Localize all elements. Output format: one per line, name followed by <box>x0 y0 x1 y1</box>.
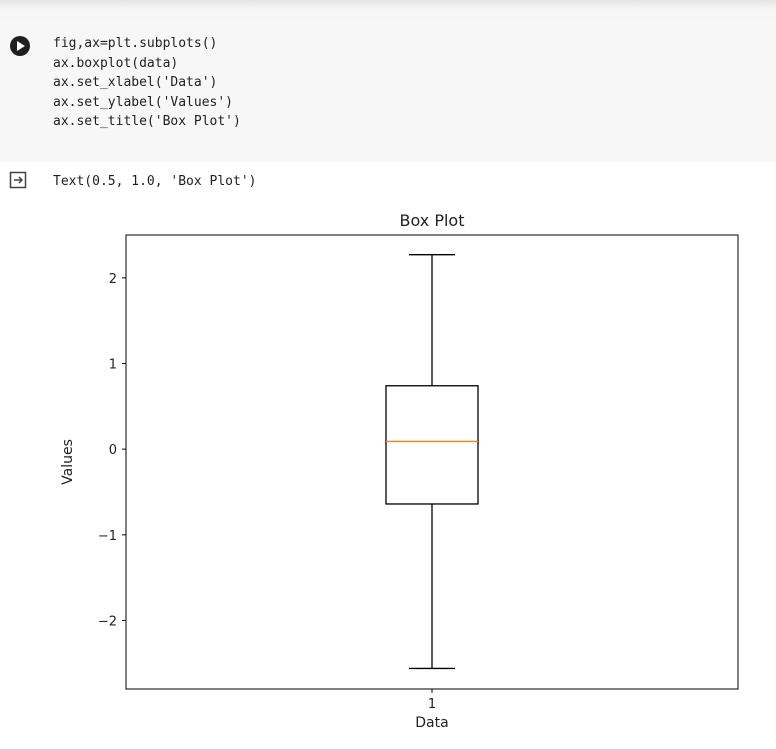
code-line: ax.set_xlabel('Data') <box>53 75 218 90</box>
boxes <box>385 254 479 670</box>
y-axis-label: Values <box>60 439 76 485</box>
code-line: fig,ax=plt.subplots() <box>53 36 218 51</box>
code-line: ax.set_ylabel('Values') <box>53 94 234 110</box>
y-tick-label: 1 <box>109 357 117 372</box>
x-tick-label: 1 <box>428 697 436 712</box>
y-axis: −2 −1 0 1 2 <box>98 272 126 629</box>
cell-top-shadow <box>0 0 776 22</box>
box-plot-chart: Box Plot −2 −1 0 1 2 1 Data Values <box>60 211 739 731</box>
cell-output: Text(0.5, 1.0, 'Box Plot') Box Plot −2 −1… <box>0 162 776 749</box>
output-redirect-icon[interactable] <box>9 171 27 189</box>
play-icon <box>17 41 25 51</box>
chart-title: Box Plot <box>400 211 465 230</box>
code-line: ax.boxplot(data) <box>53 55 179 71</box>
box-iqr <box>385 385 479 505</box>
code-cell[interactable]: fig,ax=plt.subplots() ax.boxplot(data) ax.… <box>0 22 776 162</box>
output-text: Text(0.5, 1.0, 'Box Plot') <box>53 174 257 189</box>
y-tick-label: −1 <box>98 529 117 544</box>
code-editor[interactable]: fig,ax=plt.subplots() ax.boxplot(data) ax.… <box>53 34 241 132</box>
run-cell-button[interactable] <box>10 36 30 56</box>
x-axis: 1 <box>428 689 436 712</box>
y-tick-label: 2 <box>109 272 117 287</box>
y-tick-label: 0 <box>109 443 117 458</box>
code-line: ax.set_title('Box Plot') <box>53 114 241 129</box>
y-tick-label: −2 <box>98 614 117 629</box>
x-axis-label: Data <box>415 715 448 731</box>
